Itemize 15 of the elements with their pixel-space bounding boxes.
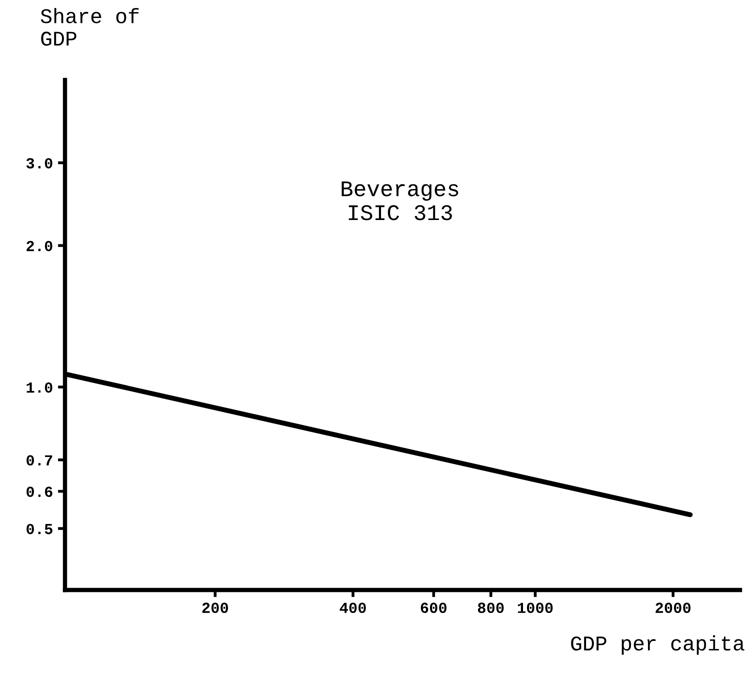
x-tick-label: 2000: [656, 602, 691, 614]
y-tick-label: 2.0: [26, 240, 52, 252]
x-tick-label: 1000: [518, 602, 553, 614]
annotation: Beverages ISIC 313: [342, 181, 458, 220]
y-axis-title: Share of GDP: [40, 8, 139, 46]
y-tick-label: 0.6: [26, 486, 52, 497]
x-tick-label: 600: [420, 602, 447, 614]
y-tick-label: 0.5: [26, 524, 52, 534]
x-axis-title: GDP per capita: [571, 635, 744, 655]
y-tick-label: 0.7: [26, 455, 52, 466]
y-tick-label: 1.0: [26, 382, 52, 393]
x-tick-label: 200: [202, 602, 228, 614]
x-tick-label: 400: [340, 602, 366, 614]
x-tick-label: 800: [478, 602, 504, 614]
y-tick-label: 3.0: [26, 158, 52, 168]
